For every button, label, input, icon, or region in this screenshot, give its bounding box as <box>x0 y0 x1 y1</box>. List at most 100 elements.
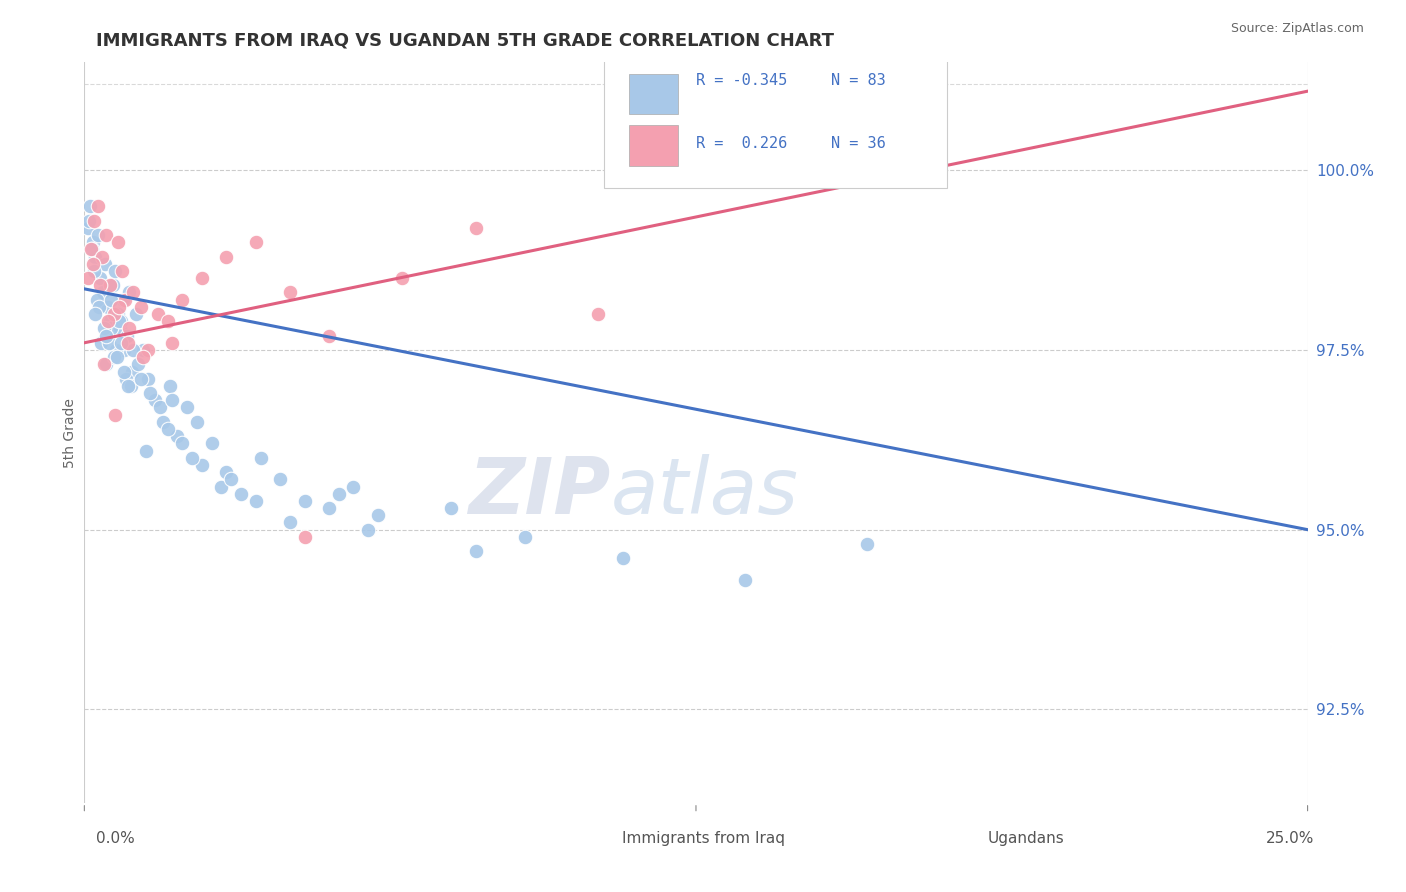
Text: Ugandans: Ugandans <box>988 831 1064 846</box>
Point <box>77 213 100 227</box>
Point <box>115 372 138 386</box>
Point <box>127 357 149 371</box>
Text: Immigrants from Iraq: Immigrants from Iraq <box>621 831 785 846</box>
Point <box>97 335 120 350</box>
Point <box>97 314 120 328</box>
Point <box>84 307 107 321</box>
Point <box>149 401 172 415</box>
Point <box>135 443 157 458</box>
Point <box>90 335 112 350</box>
Point <box>103 350 125 364</box>
Point <box>104 264 127 278</box>
Point <box>132 343 155 357</box>
Point <box>357 523 380 537</box>
Point <box>586 307 609 321</box>
Point <box>166 429 188 443</box>
Point <box>191 271 214 285</box>
Point <box>117 328 139 343</box>
Text: Source: ZipAtlas.com: Source: ZipAtlas.com <box>1230 22 1364 36</box>
Point <box>464 544 486 558</box>
Point <box>105 350 128 364</box>
Point <box>440 501 463 516</box>
Point <box>104 408 127 422</box>
Point <box>105 343 128 357</box>
FancyBboxPatch shape <box>605 55 946 188</box>
Point <box>107 314 129 328</box>
Point <box>139 386 162 401</box>
Point <box>612 551 634 566</box>
Point <box>245 235 267 249</box>
FancyBboxPatch shape <box>628 126 678 166</box>
Point <box>156 422 179 436</box>
Point <box>91 285 114 300</box>
Point <box>110 314 132 328</box>
Point <box>215 465 238 479</box>
Y-axis label: 5th Grade: 5th Grade <box>63 398 77 467</box>
Point <box>278 516 301 530</box>
Point <box>513 530 536 544</box>
Point <box>229 486 252 500</box>
Point <box>107 300 129 314</box>
Point <box>215 250 238 264</box>
Point <box>91 250 114 264</box>
Point <box>200 436 222 450</box>
Point <box>245 494 267 508</box>
Point <box>318 328 340 343</box>
Point <box>172 436 194 450</box>
Text: 25.0%: 25.0% <box>1267 831 1315 846</box>
Point <box>110 264 132 278</box>
Point <box>89 278 111 293</box>
Point <box>152 415 174 429</box>
Point <box>98 278 121 293</box>
Point <box>111 293 134 307</box>
Text: R = -0.345: R = -0.345 <box>696 73 787 88</box>
Point <box>186 415 208 429</box>
Point <box>98 314 121 328</box>
Point <box>125 307 148 321</box>
Point <box>77 220 100 235</box>
Point <box>108 321 131 335</box>
Point <box>156 314 179 328</box>
Point <box>249 450 271 465</box>
Point <box>107 235 129 249</box>
Point <box>110 335 132 350</box>
Point <box>391 271 413 285</box>
Point <box>80 243 103 257</box>
Point <box>93 357 115 371</box>
Point <box>107 307 129 321</box>
Point <box>118 285 141 300</box>
Point <box>83 264 105 278</box>
Point <box>162 335 184 350</box>
Point <box>94 257 117 271</box>
Point <box>122 343 145 357</box>
Point <box>97 300 120 314</box>
Text: N = 83: N = 83 <box>831 73 886 88</box>
Text: N = 36: N = 36 <box>831 136 886 152</box>
Point <box>114 293 136 307</box>
Text: 0.0%: 0.0% <box>96 831 135 846</box>
Point <box>172 293 194 307</box>
Point <box>278 285 301 300</box>
Point <box>181 450 204 465</box>
Point <box>294 494 316 508</box>
Text: R =  0.226: R = 0.226 <box>696 136 787 152</box>
Point <box>162 393 184 408</box>
Point <box>117 335 139 350</box>
Point <box>209 479 232 493</box>
Point <box>219 472 242 486</box>
Point <box>342 479 364 493</box>
Point <box>117 379 139 393</box>
Point <box>146 307 169 321</box>
Point <box>94 227 117 242</box>
Point <box>80 243 103 257</box>
Point <box>132 350 155 364</box>
Point <box>464 220 486 235</box>
Point <box>100 321 122 335</box>
FancyBboxPatch shape <box>628 73 678 114</box>
Point <box>269 472 291 486</box>
Point <box>87 300 110 314</box>
Point <box>89 271 111 285</box>
Point <box>100 293 122 307</box>
Point <box>84 250 107 264</box>
Point <box>120 379 142 393</box>
